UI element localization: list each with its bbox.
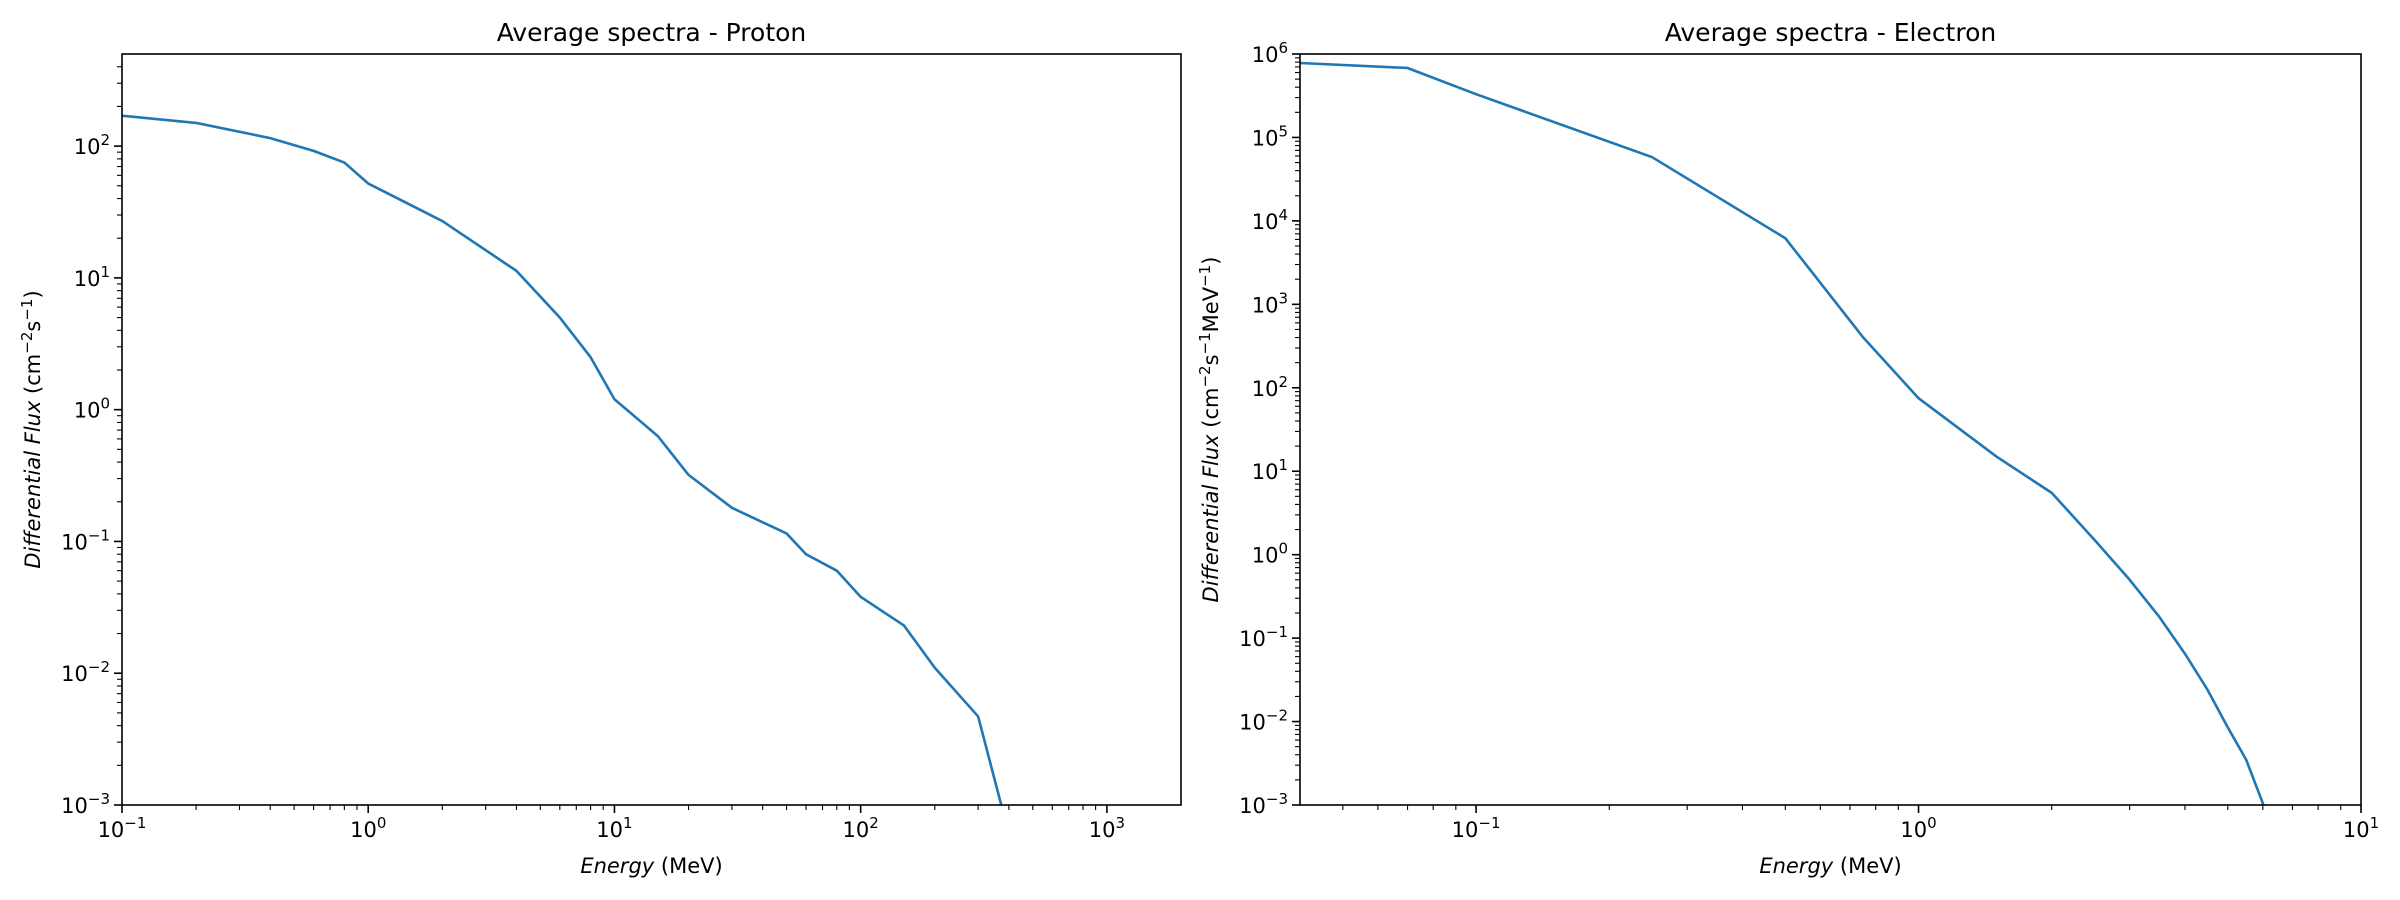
y-tick-label: 10−2 [61,658,110,686]
y-tick-label: 10−1 [1239,623,1288,651]
proton-chart: 10−1 100 101 102 103 10−3 10−2 10−1 100 101 102 Ave… [18,18,1182,878]
y-tick-label: 10−3 [1239,790,1288,818]
x-tick-label: 101 [596,814,632,842]
x-tick-label: 10−1 [1452,814,1501,842]
chart-title: Average spectra - Electron [1665,18,1996,47]
x-tick-label: 100 [350,814,386,842]
y-tick-label: 102 [74,131,110,159]
y-tick-label: 100 [1252,540,1288,568]
y-tick-label: 101 [74,263,110,291]
y-tick-label: 10−3 [61,790,110,818]
electron-chart: 10−1 100 101 10−3 10−2 10−1 100 101 102 103 104 105… [1196,18,2379,878]
y-tick-label: 10−1 [61,526,110,554]
chart-title: Average spectra - Proton [497,18,807,47]
y-tick-label: 102 [1252,373,1288,401]
x-axis-label: Energy (MeV) [580,854,722,878]
x-tick-label: 103 [1089,814,1125,842]
y-tick-label: 101 [1252,456,1288,484]
y-tick-label: 100 [74,395,110,423]
y-tick-label: 104 [1252,206,1288,234]
x-tick-label: 100 [1900,814,1936,842]
x-tick-label: 102 [843,814,879,842]
x-tick-label: 10−1 [98,814,147,842]
y-axis-label: Differential Flux (cm−2s−1MeV−1) [1196,257,1223,603]
series-line-0 [122,114,1003,805]
plot-frame [121,53,1182,806]
series-line-0 [1300,61,2265,805]
plot-frame [1299,53,2362,806]
y-axis-label: Differential Flux (cm−2s−1) [18,290,45,568]
x-axis-label: Energy (MeV) [1759,854,1901,878]
y-tick-label: 103 [1252,289,1288,317]
y-tick-label: 105 [1252,122,1288,150]
y-tick-label: 106 [1252,39,1288,67]
y-tick-label: 10−2 [1239,707,1288,735]
x-tick-label: 101 [2343,814,2379,842]
